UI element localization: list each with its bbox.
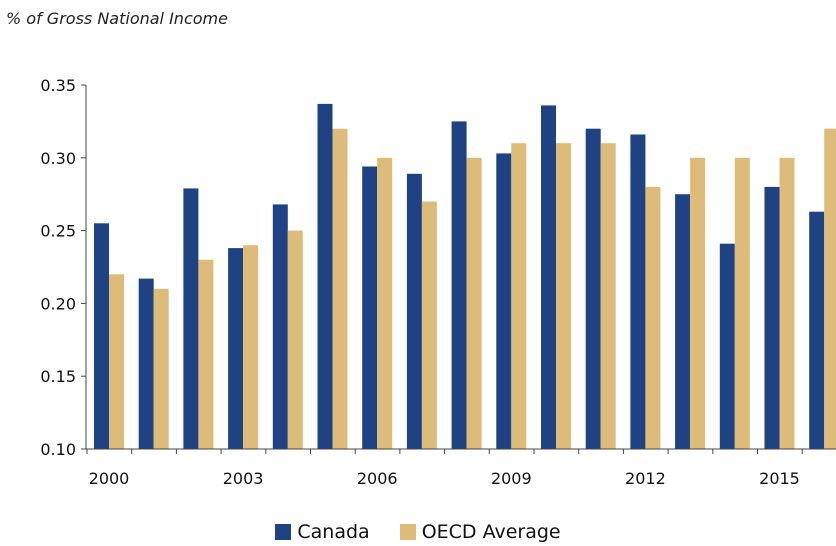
y-tick-label: 0.30 [40,149,76,168]
bar-canada-2012 [630,134,646,449]
bar-oecd-2012 [645,186,661,449]
bar-canada-2016 [809,211,825,449]
y-tick-label: 0.20 [40,294,76,313]
bar-oecd-2009 [511,143,527,449]
bar-canada-2014 [719,243,735,449]
bar-canada-2000 [94,223,109,449]
bar-canada-2009 [496,153,512,449]
bar-canada-2008 [451,121,467,450]
bar-canada-2003 [228,248,244,449]
bar-oecd-2013 [690,157,706,450]
bar-oecd-2002 [198,259,214,449]
y-axis-title: % of Gross National Income [6,9,228,28]
x-tick-label: 2006 [357,469,398,488]
x-ticks-group: 2000 2003 2006 2009 2012 2015 [86,449,803,488]
bar-oecd-2006 [377,157,393,450]
bar-canada-2013 [675,194,691,449]
legend-swatch-canada [275,524,292,540]
bar-canada-2006 [362,166,378,449]
bars-group [94,103,836,450]
legend: Canada OECD Average [0,521,836,543]
bar-canada-2004 [272,204,288,449]
bar-oecd-2010 [556,143,571,449]
legend-item-oecd: OECD Average [399,521,561,543]
bar-oecd-2014 [734,157,750,450]
bar-oecd-2001 [153,288,169,449]
bar-canada-2005 [317,103,333,450]
legend-swatch-oecd [399,524,416,540]
bar-canada-2015 [764,186,780,449]
bar-oecd-2000 [109,274,124,449]
bar-canada-2007 [406,173,422,450]
y-tick-label: 0.25 [40,222,76,241]
bar-canada-2010 [541,105,556,450]
bar-canada-2001 [138,278,154,449]
bar-oecd-2004 [287,230,303,449]
x-tick-label: 2003 [223,469,264,488]
bar-oecd-2015 [779,157,795,450]
legend-item-canada: Canada [275,521,370,543]
x-tick-label: 2009 [491,469,532,488]
y-ticks-group: 0.10 0.15 0.20 0.25 0.30 0.35 [40,76,86,459]
bar-oecd-2011 [600,143,616,449]
x-tick-label: 2012 [625,469,666,488]
x-tick-label: 2015 [759,469,800,488]
bar-oecd-2003 [243,245,259,449]
y-tick-label: 0.35 [40,76,76,95]
axes-group [85,85,836,450]
bar-oecd-2016 [824,128,836,449]
legend-label-oecd: OECD Average [421,521,561,543]
x-tick-label: 2000 [89,469,130,488]
bar-canada-2002 [183,188,199,449]
y-tick-label: 0.15 [40,367,76,386]
y-tick-label: 0.10 [40,440,76,459]
legend-label-canada: Canada [297,521,370,543]
bar-oecd-2008 [466,157,482,450]
bar-oecd-2005 [332,128,348,449]
bar-canada-2011 [585,128,601,449]
bar-oecd-2007 [421,201,437,449]
